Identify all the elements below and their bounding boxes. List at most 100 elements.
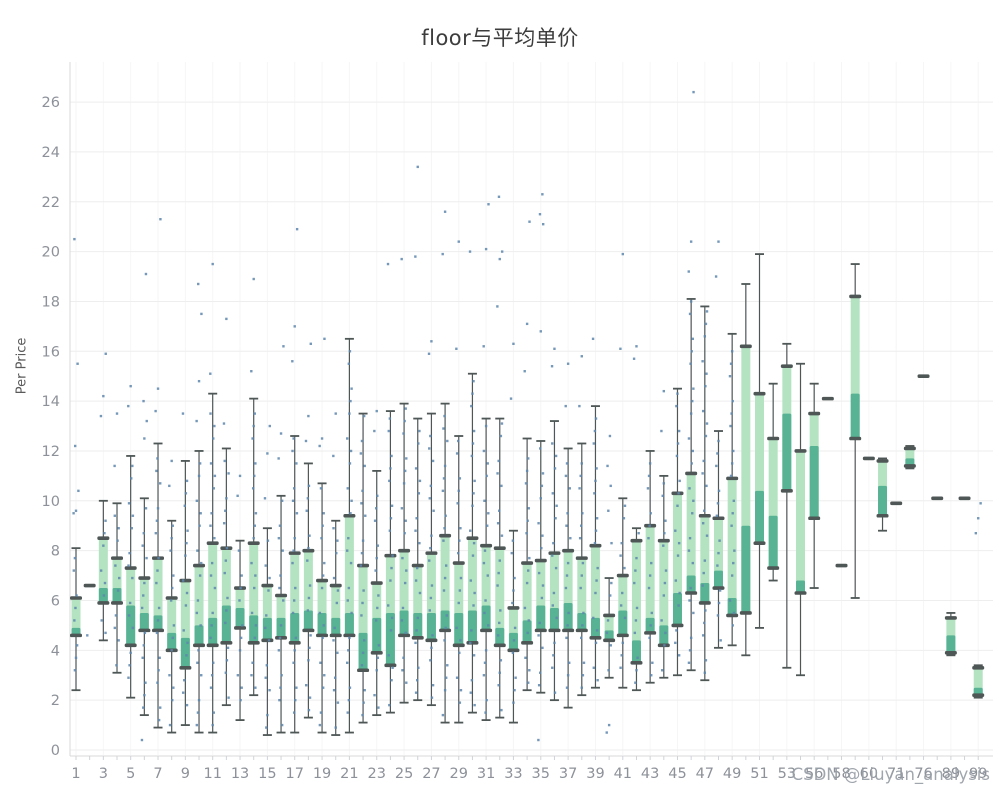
data-point xyxy=(633,581,636,585)
data-point xyxy=(402,656,405,659)
data-point xyxy=(224,509,227,512)
x-tick-label: 89 xyxy=(942,766,960,782)
whisker-cap xyxy=(700,305,710,308)
data-point xyxy=(674,529,677,532)
data-point xyxy=(526,519,529,522)
whisker-cap xyxy=(426,704,436,707)
whisker-cap xyxy=(590,686,600,689)
whisker-cap xyxy=(454,721,464,724)
data-point xyxy=(171,524,174,527)
data-point xyxy=(496,522,500,525)
data-point xyxy=(977,517,980,520)
data-point xyxy=(732,561,735,565)
x-tick-label: 7 xyxy=(153,766,162,782)
data-point xyxy=(129,651,132,655)
quartile-cap xyxy=(83,583,96,588)
data-point xyxy=(195,611,199,615)
box-lower-half xyxy=(249,615,259,643)
data-point xyxy=(349,561,353,565)
data-point xyxy=(528,556,531,560)
data-point xyxy=(319,661,322,664)
y-tick-label: 8 xyxy=(51,544,60,560)
data-point xyxy=(455,347,458,350)
whisker-cap xyxy=(249,694,259,697)
data-point xyxy=(210,512,213,515)
data-point xyxy=(499,609,502,612)
whisker-cap xyxy=(467,372,477,375)
data-point xyxy=(143,631,147,635)
data-point xyxy=(702,459,705,463)
data-point xyxy=(377,644,381,647)
data-point xyxy=(650,561,653,565)
data-point xyxy=(73,237,76,241)
data-point xyxy=(662,594,666,597)
whisker-cap xyxy=(563,447,573,450)
quartile-cap xyxy=(398,633,411,638)
data-point xyxy=(236,674,240,677)
data-point xyxy=(224,559,228,562)
box-iqr xyxy=(98,538,108,603)
data-point xyxy=(156,507,160,510)
quartile-cap xyxy=(398,548,411,553)
data-point xyxy=(676,554,680,557)
data-point xyxy=(689,362,692,365)
data-point xyxy=(156,569,159,572)
quartile-cap xyxy=(452,643,465,648)
data-point xyxy=(705,534,709,537)
quartile-cap xyxy=(589,543,602,548)
box-lower-half xyxy=(180,637,190,668)
x-tick-label: 19 xyxy=(313,766,331,782)
data-point xyxy=(319,487,323,490)
box-lower-half xyxy=(126,605,136,646)
data-point xyxy=(595,579,598,582)
data-point xyxy=(222,522,226,525)
data-point xyxy=(238,599,241,602)
data-point xyxy=(141,544,144,547)
y-tick-label: 16 xyxy=(42,344,60,360)
data-point xyxy=(678,479,681,483)
data-point xyxy=(607,509,610,512)
data-point xyxy=(511,651,515,655)
data-point xyxy=(156,681,159,684)
data-point xyxy=(307,659,310,662)
data-point xyxy=(361,539,365,542)
data-point xyxy=(458,589,462,592)
data-point xyxy=(702,571,705,575)
data-point xyxy=(482,674,486,677)
quartile-cap xyxy=(862,456,875,461)
data-point xyxy=(292,487,296,490)
data-point xyxy=(155,469,158,473)
data-point xyxy=(181,579,185,582)
data-point xyxy=(444,676,448,679)
quartile-cap xyxy=(876,459,889,463)
data-point xyxy=(717,601,721,605)
data-point xyxy=(678,591,681,595)
whisker-cap xyxy=(604,577,614,579)
data-point xyxy=(321,574,325,577)
data-point xyxy=(155,581,158,585)
whisker-cap xyxy=(194,731,204,734)
data-point xyxy=(254,624,258,627)
data-point xyxy=(704,384,707,388)
data-point xyxy=(73,556,77,560)
data-point xyxy=(184,492,188,495)
data-point xyxy=(294,698,297,702)
data-point xyxy=(731,624,734,627)
whisker-cap xyxy=(98,639,108,642)
whisker-cap xyxy=(194,450,204,452)
data-point xyxy=(170,459,173,463)
quartile-cap xyxy=(794,591,807,595)
data-point xyxy=(306,559,309,562)
box-lower-half xyxy=(590,617,600,638)
data-point xyxy=(497,459,500,463)
x-tick-label: 21 xyxy=(340,766,358,782)
quartile-cap xyxy=(726,476,739,481)
whisker-cap xyxy=(645,681,655,684)
whisker-cap xyxy=(768,382,778,385)
quartile-cap xyxy=(97,601,110,605)
data-point xyxy=(142,594,145,597)
x-tick-label: 27 xyxy=(422,766,440,782)
whisker-cap xyxy=(631,527,641,530)
data-point xyxy=(335,551,338,555)
